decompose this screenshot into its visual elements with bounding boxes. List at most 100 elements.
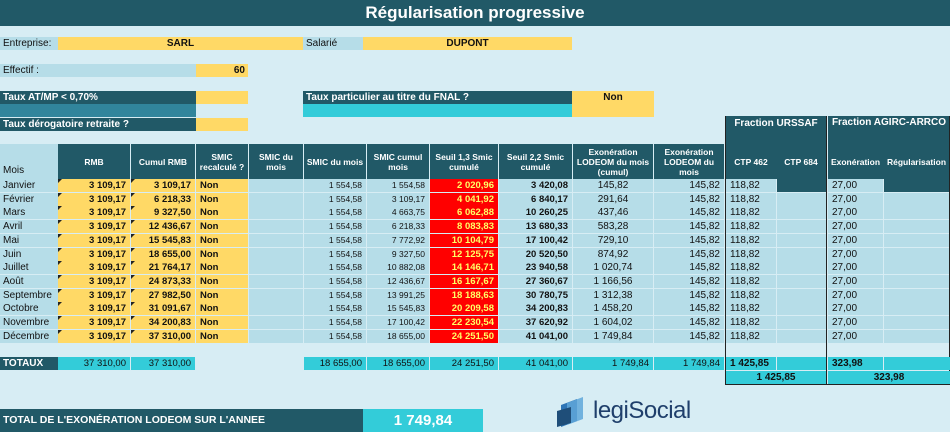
- cumul-rmb-cell: 12 436,67: [131, 220, 195, 234]
- cumul-rmb-cell: 27 982,50: [131, 288, 195, 302]
- smic-recalcule-field[interactable]: Non: [196, 302, 248, 316]
- taux-fnal-field[interactable]: Non: [572, 91, 654, 117]
- comment-marker-icon: [58, 247, 62, 252]
- comment-marker-icon: [131, 247, 135, 252]
- seuil-22-cell: 10 260,25: [499, 206, 572, 220]
- exo-mois-cell: 145,82: [654, 316, 724, 329]
- rmb-cell-value: 3 109,17: [89, 275, 126, 287]
- smic-cumul-cell: 6 218,33: [367, 220, 429, 234]
- smic-cumul-cell: 10 882,08: [367, 261, 429, 275]
- rmb-cell: 3 109,17: [58, 316, 130, 329]
- smic-cumul-cell: 9 327,50: [367, 247, 429, 261]
- smic-recalcule-field[interactable]: Non: [196, 220, 248, 234]
- smic-recalcule-field[interactable]: Non: [196, 247, 248, 261]
- comment-marker-icon: [131, 233, 135, 238]
- total-agirc-regularisation: [884, 357, 950, 370]
- month-cell: Juin: [0, 247, 58, 261]
- totaux-label: TOTAUX: [0, 357, 58, 370]
- comment-marker-icon: [58, 329, 62, 334]
- month-cell: Septembre: [0, 288, 58, 302]
- cumul-rmb-cell-value: 3 109,17: [154, 180, 191, 191]
- table-row: Juillet 3 109,17 21 764,17 Non 1 554,58 10 88…: [0, 261, 950, 275]
- cumul-rmb-cell-value: 24 873,33: [148, 275, 191, 287]
- salarie-field[interactable]: DUPONT: [363, 37, 572, 50]
- page-title: Régularisation progressive: [0, 0, 950, 26]
- fraction-agirc-header: Fraction AGIRC-ARRCO: [828, 116, 950, 144]
- comment-marker-icon: [131, 192, 135, 197]
- smic-recalcule-field[interactable]: Non: [196, 179, 248, 192]
- legisocial-logo-icon: [557, 397, 583, 427]
- seuil-22-cell: 13 680,33: [499, 220, 572, 234]
- smic-recalcule-field[interactable]: Non: [196, 274, 248, 288]
- total-exo-mois: 1 749,84: [654, 357, 724, 370]
- table-row: Septembre 3 109,17 27 982,50 Non 1 554,58 13 …: [0, 288, 950, 302]
- month-cell: Décembre: [0, 329, 58, 343]
- cumul-rmb-cell-value: 12 436,67: [148, 221, 191, 233]
- table-row: Décembre 3 109,17 37 310,00 Non 1 554,58 18 6…: [0, 329, 950, 343]
- agirc-grand-total: 323,98: [828, 371, 950, 384]
- smic-recalcule-field[interactable]: Non: [196, 329, 248, 343]
- agirc-exoneration-cell: 27,00: [828, 192, 883, 206]
- exo-mois-cell: 145,82: [654, 220, 724, 234]
- cumul-rmb-cell-value: 37 310,00: [148, 330, 191, 342]
- ctp462-cell: 118,82: [726, 288, 776, 302]
- total-seuil-22: 41 041,00: [499, 357, 572, 370]
- effectif-field[interactable]: 60: [196, 64, 248, 77]
- smic-cumul-cell: 12 436,67: [367, 274, 429, 288]
- taux-derog-field[interactable]: [196, 118, 248, 131]
- cumul-rmb-cell: 3 109,17: [131, 179, 195, 192]
- seuil-22-cell: 6 840,17: [499, 192, 572, 206]
- cumul-rmb-cell-value: 18 655,00: [148, 248, 191, 260]
- ctp684-cell: [777, 179, 826, 192]
- header-smic-cumul: SMIC cumul mois: [367, 144, 429, 179]
- entreprise-label: Entreprise:: [0, 37, 58, 50]
- rmb-cell-value: 3 109,17: [89, 330, 126, 342]
- smic-cumul-cell: 1 554,58: [367, 179, 429, 192]
- smic-du-mois-cell: 1 554,58: [304, 179, 366, 192]
- ctp684-cell: [777, 329, 826, 343]
- rmb-cell: 3 109,17: [58, 220, 130, 234]
- comment-marker-icon: [58, 206, 62, 211]
- taux-atmp-field[interactable]: [196, 91, 248, 104]
- cumul-rmb-cell: 31 091,67: [131, 302, 195, 316]
- rmb-cell: 3 109,17: [58, 179, 130, 192]
- agirc-exoneration-cell: 27,00: [828, 274, 883, 288]
- agirc-regularisation-cell: [884, 288, 950, 302]
- ctp684-cell: [777, 288, 826, 302]
- month-cell: Août: [0, 274, 58, 288]
- smic-du-mois-cell: 1 554,58: [304, 288, 366, 302]
- smic-recalcule-field[interactable]: Non: [196, 206, 248, 220]
- rmb-cell-value: 3 109,17: [89, 221, 126, 233]
- comment-marker-icon: [131, 220, 135, 225]
- smic-cumul-cell: 17 100,42: [367, 316, 429, 329]
- smic-cumul-cell: 18 655,00: [367, 329, 429, 343]
- comment-marker-icon: [58, 233, 62, 238]
- exo-mois-cell: 145,82: [654, 206, 724, 220]
- smic-recalcule-field[interactable]: Non: [196, 288, 248, 302]
- agirc-regularisation-cell: [884, 220, 950, 234]
- smic-du-mois-empty-cell: [249, 288, 303, 302]
- taux-fnal-label: Taux particulier au titre du FNAL ?: [303, 91, 572, 104]
- comment-marker-icon: [58, 179, 62, 183]
- ctp684-cell: [777, 274, 826, 288]
- smic-du-mois-empty-cell: [249, 329, 303, 343]
- smic-recalcule-field[interactable]: Non: [196, 316, 248, 329]
- agirc-exoneration-cell: 27,00: [828, 316, 883, 329]
- entreprise-field[interactable]: SARL: [58, 37, 303, 50]
- cumul-rmb-cell: 21 764,17: [131, 261, 195, 275]
- smic-recalcule-field[interactable]: Non: [196, 192, 248, 206]
- seuil-13-cell: 10 104,79: [430, 233, 498, 247]
- seuil-13-cell: 16 167,67: [430, 274, 498, 288]
- taux-derog-label: Taux dérogatoire retraite ?: [0, 118, 196, 131]
- agirc-regularisation-cell: [884, 261, 950, 275]
- seuil-22-cell: 34 200,83: [499, 302, 572, 316]
- rmb-cell-value: 3 109,17: [89, 317, 126, 328]
- comment-marker-icon: [131, 274, 135, 279]
- smic-recalcule-field[interactable]: Non: [196, 261, 248, 275]
- ctp684-cell: [777, 261, 826, 275]
- smic-recalcule-field[interactable]: Non: [196, 233, 248, 247]
- exo-cumul-cell: 874,92: [573, 247, 653, 261]
- table-row: Avril 3 109,17 12 436,67 Non 1 554,58 6 218,3…: [0, 220, 950, 234]
- comment-marker-icon: [131, 206, 135, 211]
- comment-marker-icon: [58, 274, 62, 279]
